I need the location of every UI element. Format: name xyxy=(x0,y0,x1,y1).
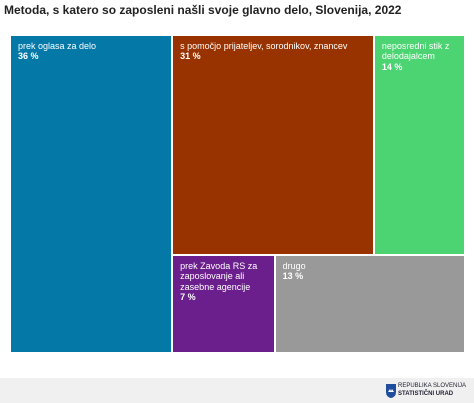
cell-value: 14 % xyxy=(381,61,403,72)
logo-text: REPUBLIKA SLOVENIJA STATISTIČNI URAD xyxy=(398,382,466,398)
footer-line: REPUBLIKA SLOVENIJA xyxy=(398,383,467,389)
footer: REPUBLIKA SLOVENIJA STATISTIČNI URAD xyxy=(0,378,474,403)
cell-value: 36 % xyxy=(18,51,39,62)
chart-title: Metoda, s katero so zaposleni našli svoj… xyxy=(4,3,402,17)
cell-value: 13 % xyxy=(282,271,304,282)
treemap-cell: s pomočjo prijateljev, sorodnikov, znanc… xyxy=(173,36,373,255)
cell-label: drugo xyxy=(282,261,306,272)
treemap-cell: neposredni stik z delodajalcem 14 % xyxy=(374,36,464,255)
cell-label: prek Zavoda RS za zaposlovanje ali zaseb… xyxy=(180,261,258,292)
cell-value: 31 % xyxy=(180,51,201,62)
footer-line: STATISTIČNI URAD xyxy=(398,391,454,397)
treemap-cell: drugo 13 % xyxy=(275,256,464,352)
treemap-cell: prek Zavoda RS za zaposlovanje ali zaseb… xyxy=(173,256,274,352)
treemap-cell: prek oglasa za delo 36 % xyxy=(11,36,172,352)
logo xyxy=(386,384,396,398)
cell-label: neposredni stik z delodajalcem xyxy=(381,41,450,62)
cell-label: s pomočjo prijateljev, sorodnikov, znanc… xyxy=(180,41,348,51)
cell-value: 7 % xyxy=(180,292,196,303)
plot-area: prek oglasa za delo 36 % s pomočjo prijate… xyxy=(10,35,465,353)
cell-label: prek oglasa za delo xyxy=(18,41,97,51)
